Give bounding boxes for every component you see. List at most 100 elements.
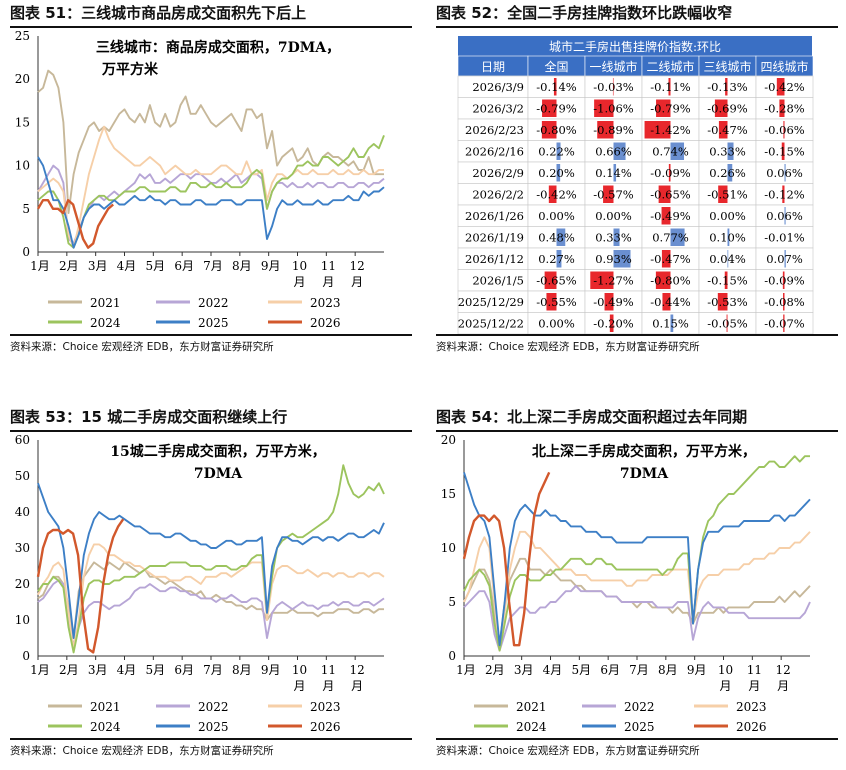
p52-panel-title: 图表 52：全国二手房挂牌指数环比跌幅收窄 bbox=[436, 4, 733, 22]
data-bar bbox=[544, 271, 557, 289]
x-tick-label: 6月 bbox=[174, 663, 194, 677]
x-tick-label: 7月 bbox=[629, 663, 649, 677]
table-header-3: 二线城市 bbox=[646, 59, 694, 74]
x-tick-label: 月 bbox=[351, 275, 363, 289]
series-line-2021 bbox=[37, 561, 384, 639]
table-cell-date: 2026/1/5 bbox=[472, 274, 524, 288]
x-tick-label: 10 bbox=[292, 259, 307, 273]
series-line-2026 bbox=[36, 199, 114, 249]
table-cell-date: 2025/12/29 bbox=[458, 295, 524, 309]
x-tick-label: 7月 bbox=[203, 663, 223, 677]
table-cell-value: 0.93% bbox=[595, 252, 632, 266]
table-cell-value: 0.66% bbox=[595, 145, 632, 159]
data-bar bbox=[670, 228, 685, 246]
data-bar bbox=[656, 99, 671, 117]
table-cell-value: -0.44% bbox=[650, 295, 690, 309]
table-cell-value: -0.49% bbox=[593, 295, 633, 309]
table-cell-value: -0.08% bbox=[764, 295, 804, 309]
table-cell-value: -0.49% bbox=[650, 209, 690, 223]
legend-label-2021: 2021 bbox=[90, 700, 121, 714]
p52-source: 资料来源：Choice 宏观经济 EDB，东方财富证券研究所 bbox=[436, 341, 700, 353]
x-tick-label: 1月 bbox=[456, 663, 476, 677]
y-tick-label: 15 bbox=[15, 115, 30, 129]
y-tick-label: 10 bbox=[441, 541, 456, 555]
legend-label-2026: 2026 bbox=[310, 720, 341, 734]
data-bar bbox=[727, 142, 734, 160]
x-tick-label: 9月 bbox=[261, 663, 281, 677]
table-cell-value: 0.06% bbox=[766, 209, 803, 223]
table-cell-date: 2026/2/9 bbox=[472, 166, 524, 180]
p53-title-rule bbox=[10, 430, 412, 432]
table-header-0: 日期 bbox=[481, 60, 505, 74]
table-header-5: 四线城市 bbox=[760, 59, 808, 74]
data-bar bbox=[542, 99, 557, 117]
x-tick-label: 4月 bbox=[543, 663, 563, 677]
table-cell-value: -0.47% bbox=[650, 252, 690, 266]
table-cell-value: 0.06% bbox=[766, 166, 803, 180]
table-cell-value: -0.07% bbox=[764, 317, 804, 331]
y-tick-label: 30 bbox=[15, 541, 30, 555]
p54-title-rule bbox=[436, 430, 838, 432]
x-tick-label: 4月 bbox=[117, 663, 137, 677]
x-tick-label: 5月 bbox=[146, 663, 166, 677]
table-cell-value: 0.14% bbox=[595, 166, 632, 180]
p53-source: 资料来源：Choice 宏观经济 EDB，东方财富证券研究所 bbox=[10, 745, 274, 757]
p51-title-rule bbox=[10, 26, 412, 28]
table-cell-value: -0.42% bbox=[764, 80, 804, 94]
p52-source-rule bbox=[436, 334, 838, 336]
data-bar bbox=[613, 164, 617, 182]
y-tick-label: 50 bbox=[15, 469, 30, 483]
table-cell-value: -0.15% bbox=[707, 274, 747, 288]
data-bar bbox=[784, 250, 786, 268]
x-tick-label: 8月 bbox=[658, 663, 678, 677]
y-tick-label: 5 bbox=[22, 202, 30, 216]
table-header-4: 三线城市 bbox=[703, 59, 751, 74]
legend-label-2026: 2026 bbox=[310, 316, 341, 330]
data-bar bbox=[604, 293, 614, 311]
legend-label-2022: 2022 bbox=[198, 296, 229, 310]
data-bar bbox=[662, 293, 671, 311]
table-cell-value: 0.15% bbox=[652, 317, 689, 331]
data-bar bbox=[782, 271, 785, 289]
legend-label-2023: 2023 bbox=[310, 296, 341, 310]
table-cell-value: -0.13% bbox=[707, 80, 747, 94]
data-bar bbox=[718, 185, 728, 203]
chart-title-line: 7DMA bbox=[620, 466, 669, 482]
p54-source-rule bbox=[436, 738, 838, 740]
y-tick-label: 5 bbox=[448, 595, 456, 609]
x-tick-label: 6月 bbox=[174, 259, 194, 273]
data-bar bbox=[727, 228, 730, 246]
series-line-2024 bbox=[37, 135, 385, 249]
x-tick-label: 5月 bbox=[572, 663, 592, 677]
chart-title-line: 三线城市：商品房成交面积，7DMA， bbox=[96, 39, 340, 56]
table-header-2: 一线城市 bbox=[589, 59, 637, 74]
x-tick-label: 3月 bbox=[514, 663, 534, 677]
data-bar bbox=[612, 78, 614, 96]
series-line-2024 bbox=[463, 455, 810, 652]
data-bar bbox=[553, 78, 557, 96]
table-title-bg bbox=[458, 36, 812, 56]
chart-title-line: 15城二手房成交面积，万平方米， bbox=[110, 443, 325, 460]
data-bar bbox=[556, 250, 562, 268]
table-cell-value: -0.53% bbox=[707, 295, 747, 309]
legend-label-2023: 2023 bbox=[310, 700, 341, 714]
legend-label-2021: 2021 bbox=[516, 700, 547, 714]
x-tick-label: 1月 bbox=[30, 259, 50, 273]
data-bar bbox=[541, 121, 557, 139]
chart-title-line: 7DMA bbox=[194, 466, 243, 482]
x-tick-label: 3月 bbox=[88, 663, 108, 677]
x-tick-label: 11 bbox=[747, 663, 762, 677]
legend-label-2024: 2024 bbox=[90, 316, 121, 330]
table-cell-date: 2026/1/26 bbox=[465, 209, 524, 223]
table-cell-value: -0.14% bbox=[536, 80, 576, 94]
table-cell-date: 2026/1/12 bbox=[465, 252, 524, 266]
table-cell-date: 2026/2/16 bbox=[465, 145, 524, 159]
series-line-2021 bbox=[463, 557, 811, 647]
legend-label-2022: 2022 bbox=[198, 700, 229, 714]
data-bar bbox=[717, 293, 728, 311]
table-cell-value: -0.11% bbox=[650, 80, 690, 94]
legend-label-2024: 2024 bbox=[90, 720, 121, 734]
table-cell-value: 0.33% bbox=[709, 145, 746, 159]
